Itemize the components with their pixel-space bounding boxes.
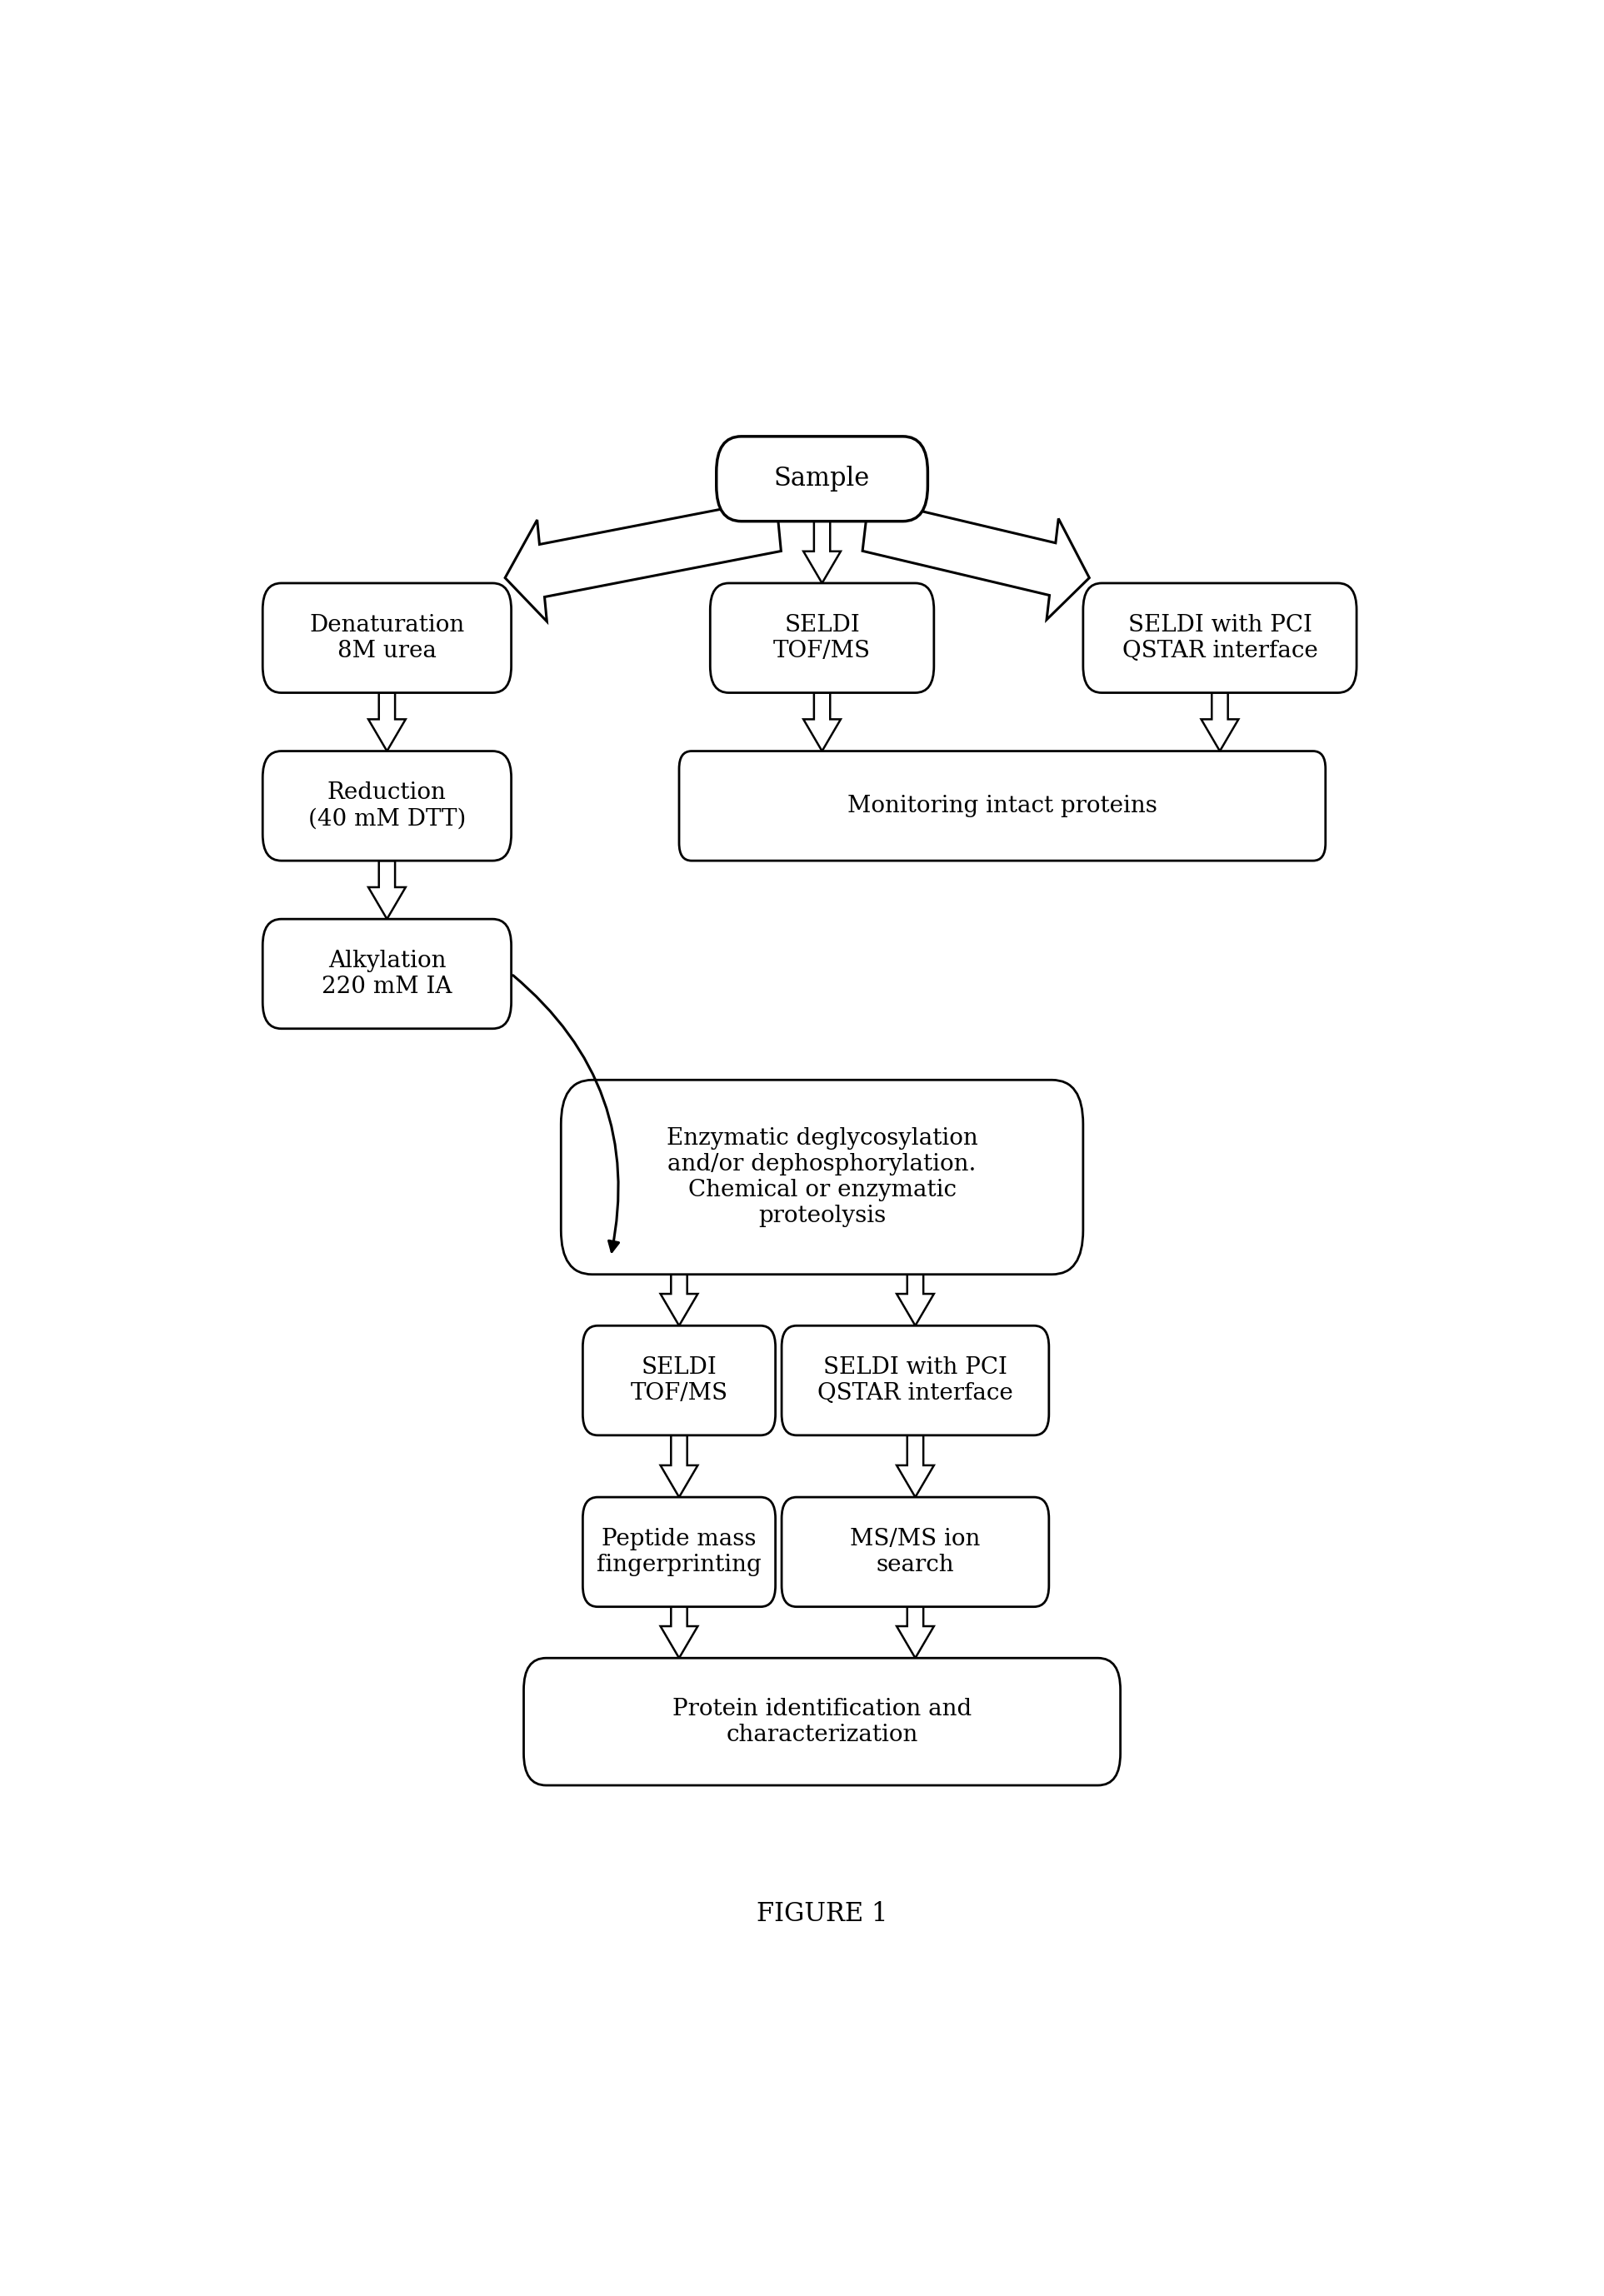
Text: Peptide mass
fingerprinting: Peptide mass fingerprinting <box>597 1527 762 1575</box>
Text: Monitoring intact proteins: Monitoring intact proteins <box>847 794 1156 817</box>
FancyBboxPatch shape <box>561 1079 1083 1274</box>
Text: Enzymatic deglycosylation
and/or dephosphorylation.
Chemical or enzymatic
proteo: Enzymatic deglycosylation and/or dephosp… <box>666 1127 978 1228</box>
Text: Protein identification and
characterization: Protein identification and characterizat… <box>672 1697 972 1745</box>
Text: SELDI
TOF/MS: SELDI TOF/MS <box>630 1357 728 1405</box>
Polygon shape <box>897 1274 934 1325</box>
FancyBboxPatch shape <box>781 1325 1049 1435</box>
Polygon shape <box>897 1435 934 1497</box>
FancyBboxPatch shape <box>263 918 512 1029</box>
Polygon shape <box>804 693 840 751</box>
Polygon shape <box>1201 693 1238 751</box>
Text: Sample: Sample <box>775 466 869 491</box>
Polygon shape <box>661 1435 698 1497</box>
Polygon shape <box>897 1607 934 1658</box>
FancyBboxPatch shape <box>582 1325 775 1435</box>
Text: SELDI with PCI
QSTAR interface: SELDI with PCI QSTAR interface <box>818 1357 1014 1405</box>
Text: SELDI
TOF/MS: SELDI TOF/MS <box>773 613 871 661</box>
Text: Reduction
(40 mM DTT): Reduction (40 mM DTT) <box>308 781 465 831</box>
Text: MS/MS ion
search: MS/MS ion search <box>850 1527 980 1575</box>
FancyBboxPatch shape <box>1083 583 1357 693</box>
Polygon shape <box>505 498 781 622</box>
Text: Alkylation
220 mM IA: Alkylation 220 mM IA <box>322 951 452 999</box>
Polygon shape <box>369 693 406 751</box>
Polygon shape <box>863 498 1089 620</box>
Polygon shape <box>369 861 406 918</box>
Text: Denaturation
8M urea: Denaturation 8M urea <box>310 613 465 661</box>
FancyBboxPatch shape <box>523 1658 1120 1786</box>
Polygon shape <box>661 1607 698 1658</box>
FancyBboxPatch shape <box>711 583 934 693</box>
FancyBboxPatch shape <box>678 751 1325 861</box>
FancyBboxPatch shape <box>781 1497 1049 1607</box>
FancyBboxPatch shape <box>717 436 927 521</box>
Polygon shape <box>661 1274 698 1325</box>
Text: FIGURE 1: FIGURE 1 <box>757 1901 887 1926</box>
Text: SELDI with PCI
QSTAR interface: SELDI with PCI QSTAR interface <box>1123 613 1317 661</box>
FancyBboxPatch shape <box>263 583 512 693</box>
Polygon shape <box>804 521 840 583</box>
FancyBboxPatch shape <box>582 1497 775 1607</box>
FancyBboxPatch shape <box>263 751 512 861</box>
